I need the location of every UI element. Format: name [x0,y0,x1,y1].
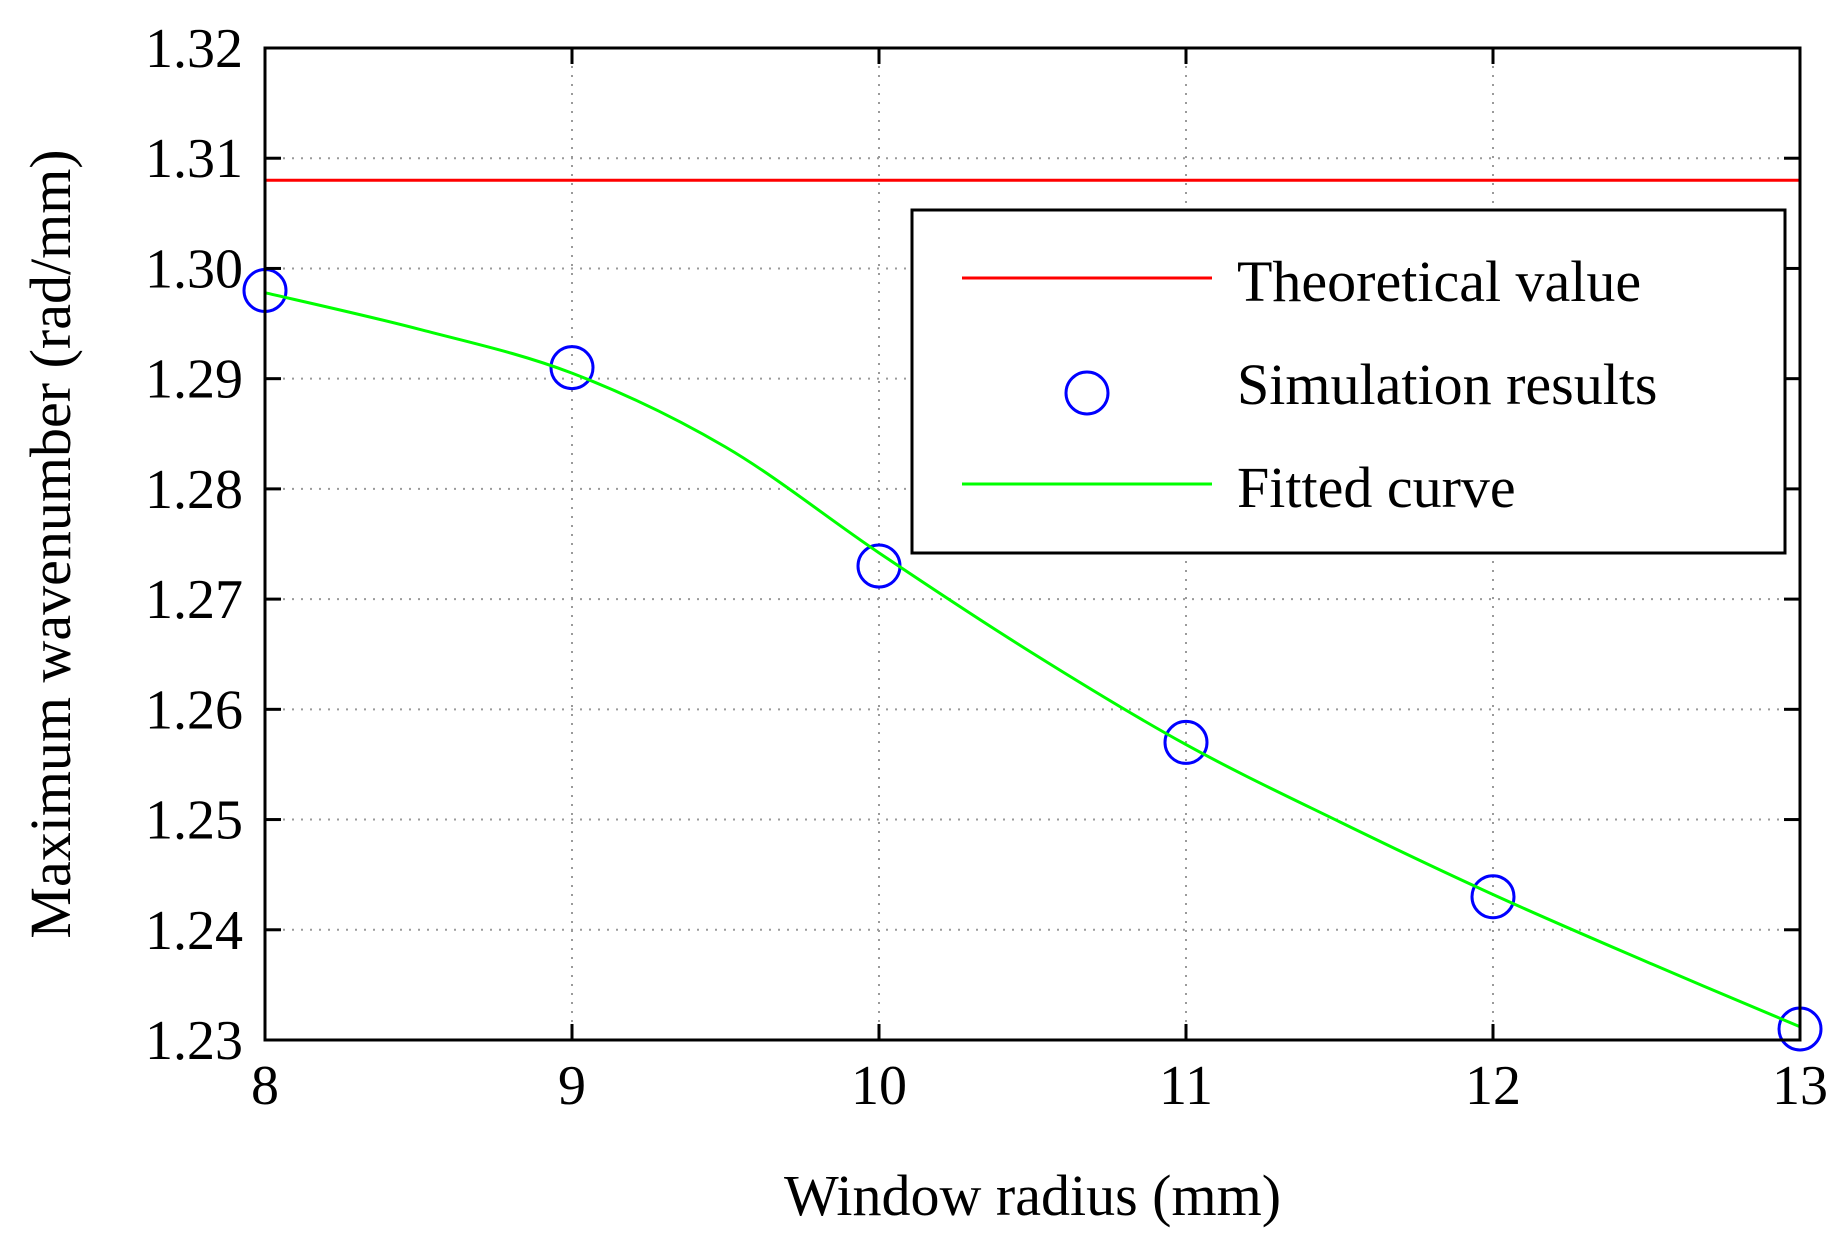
legend-label-simulation-results: Simulation results [1237,352,1658,417]
y-tick-label: 1.25 [145,790,243,852]
y-tick-label: 1.32 [145,18,243,80]
y-tick-label: 1.24 [145,900,243,962]
y-tick-label: 1.23 [145,1010,243,1072]
x-axis-title: Window radius (mm) [784,1163,1281,1228]
y-tick-label: 1.31 [145,128,243,190]
simulation-point [1470,874,1516,920]
y-tick-label: 1.26 [145,679,243,741]
legend-label-fitted-curve: Fitted curve [1237,455,1516,520]
y-axis-title: Maximum wavenumber (rad/mm) [18,149,83,938]
x-tick-label: 9 [558,1055,586,1117]
legend: Theoretical value Simulation results Fitte… [910,208,1787,555]
legend-swatch-simulation-results [1064,370,1110,416]
axis-ticks: 8 9 10 11 12 13 1.23 1.24 1.25 1.26 1.27 1.28 1.29 1.… [145,18,1828,1117]
x-tick-label: 10 [851,1055,907,1117]
legend-label-theoretical-value: Theoretical value [1237,249,1641,314]
legend-box [910,208,1787,555]
x-tick-label: 12 [1465,1055,1521,1117]
x-tick-label: 11 [1159,1055,1213,1117]
simulation-point [1163,719,1209,765]
simulation-point [549,345,595,391]
y-tick-label: 1.27 [145,569,243,631]
plot-frame [263,46,1802,1042]
x-tick-label: 8 [251,1055,279,1117]
fitted-curve-line [264,291,1801,1029]
y-tick-label: 1.29 [145,349,243,411]
x-tick-label: 13 [1772,1055,1828,1117]
y-tick-label: 1.28 [145,459,243,521]
y-tick-label: 1.30 [145,238,243,300]
